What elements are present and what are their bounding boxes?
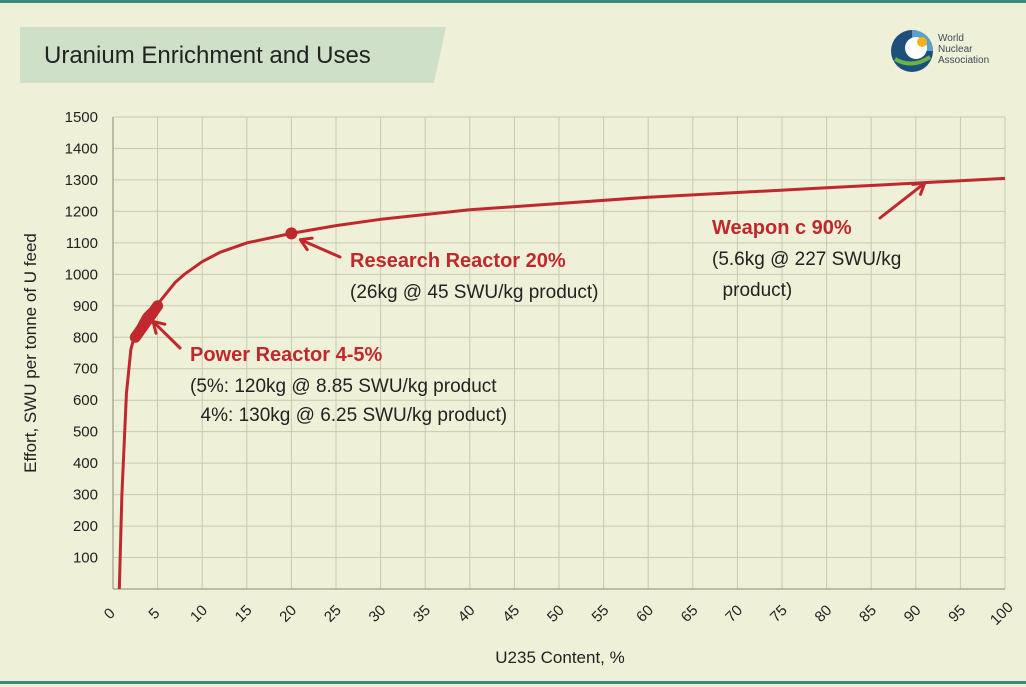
- logo-text: World Nuclear Association: [938, 33, 989, 66]
- x-tick-label: 90: [901, 602, 925, 626]
- y-axis-label: Effort, SWU per tonne of U feed: [21, 233, 40, 473]
- y-tick-label: 600: [73, 392, 98, 409]
- x-tick-label: 75: [767, 602, 791, 626]
- y-tick-label: 200: [73, 518, 98, 535]
- chart: Uranium Enrichment and Uses 100200300400…: [20, 27, 1017, 667]
- power-reactor-annotation-title: Power Reactor 4-5%: [190, 344, 383, 366]
- x-tick-label: 55: [589, 602, 613, 626]
- power-reactor-arrow-head: [151, 320, 167, 335]
- grid: [112, 116, 1006, 589]
- x-tick-label: 10: [187, 602, 211, 626]
- x-tick-label: 35: [410, 602, 434, 626]
- y-tick-label: 400: [73, 455, 98, 472]
- x-tick-label: 15: [232, 602, 256, 626]
- x-tick-label: 85: [856, 602, 880, 626]
- weapon-annotation-title: Weapon c 90%: [712, 217, 852, 239]
- weapon-annotation-line: product): [712, 280, 792, 301]
- y-tick-label: 700: [73, 361, 98, 378]
- research-reactor-arrow-shaft: [301, 239, 342, 259]
- x-tick-label: 45: [499, 602, 523, 626]
- x-tick-label: 65: [678, 602, 702, 626]
- x-tick-label: 70: [722, 602, 746, 626]
- y-tick-label: 100: [73, 550, 98, 567]
- power-reactor-range-marker: [129, 300, 164, 343]
- axes: [112, 117, 1005, 590]
- y-tick-labels: 100 200 300 400 500 600 700 800 900 1000 1100 1200 1…: [65, 109, 98, 567]
- logo-line-3: Association: [938, 55, 990, 66]
- logo-line-2: Nuclear: [938, 44, 973, 55]
- y-tick-label: 300: [73, 487, 98, 504]
- weapon-arrow-head: [911, 181, 927, 196]
- y-tick-label: 1200: [65, 203, 98, 220]
- y-tick-label: 1000: [65, 266, 98, 283]
- x-tick-label: 80: [812, 602, 836, 626]
- markers: [129, 227, 298, 343]
- power-reactor-arrow-shaft: [153, 322, 182, 350]
- weapon-annotation-line: (5.6kg @ 227 SWU/kg: [712, 249, 901, 270]
- x-tick-label: 60: [633, 602, 657, 626]
- y-tick-label: 1500: [65, 109, 98, 126]
- x-tick-label: 25: [321, 602, 345, 626]
- research-reactor-annotation-title: Research Reactor 20%: [350, 250, 566, 272]
- logo-icon: [891, 30, 933, 72]
- y-tick-label: 1100: [66, 235, 98, 252]
- power-reactor-annotation-line: (5%: 120kg @ 8.85 SWU/kg product: [190, 376, 497, 397]
- world-nuclear-association-logo: World Nuclear Association: [890, 29, 1010, 79]
- research-reactor-annotation-line: (26kg @ 45 SWU/kg product): [350, 282, 598, 303]
- x-tick-label: 5: [145, 605, 163, 623]
- y-tick-label: 1300: [65, 172, 98, 189]
- y-tick-label: 900: [73, 298, 98, 315]
- title-banner: Uranium Enrichment and Uses: [20, 27, 446, 83]
- y-tick-label: 500: [73, 424, 98, 441]
- chart-title: Uranium Enrichment and Uses: [44, 42, 371, 69]
- y-tick-label: 800: [73, 329, 98, 346]
- x-axis-label: U235 Content, %: [495, 648, 624, 667]
- x-tick-label: 20: [276, 602, 300, 626]
- x-tick-label: 50: [544, 602, 568, 626]
- x-tick-labels: 0 5 10 15 20 25 30 35 40 45 50 55 60 65 70 75 80 85 90 95 10…: [101, 599, 1017, 629]
- x-tick-label: 30: [366, 602, 390, 626]
- x-tick-label: 95: [945, 602, 969, 626]
- research-reactor-arrow-head: [298, 236, 314, 252]
- y-tick-label: 1400: [65, 140, 98, 157]
- x-tick-label: 100: [987, 599, 1017, 629]
- research-reactor-point-marker: [285, 227, 298, 240]
- x-tick-label: 0: [101, 605, 119, 623]
- power-reactor-annotation-line: 4%: 130kg @ 6.25 SWU/kg product): [190, 405, 507, 426]
- logo-line-1: World: [938, 33, 964, 44]
- weapon-arrow-shaft: [878, 183, 924, 220]
- x-tick-label: 40: [455, 602, 479, 626]
- annotations: Power Reactor 4-5% (5%: 120kg @ 8.85 SWU/…: [151, 181, 927, 426]
